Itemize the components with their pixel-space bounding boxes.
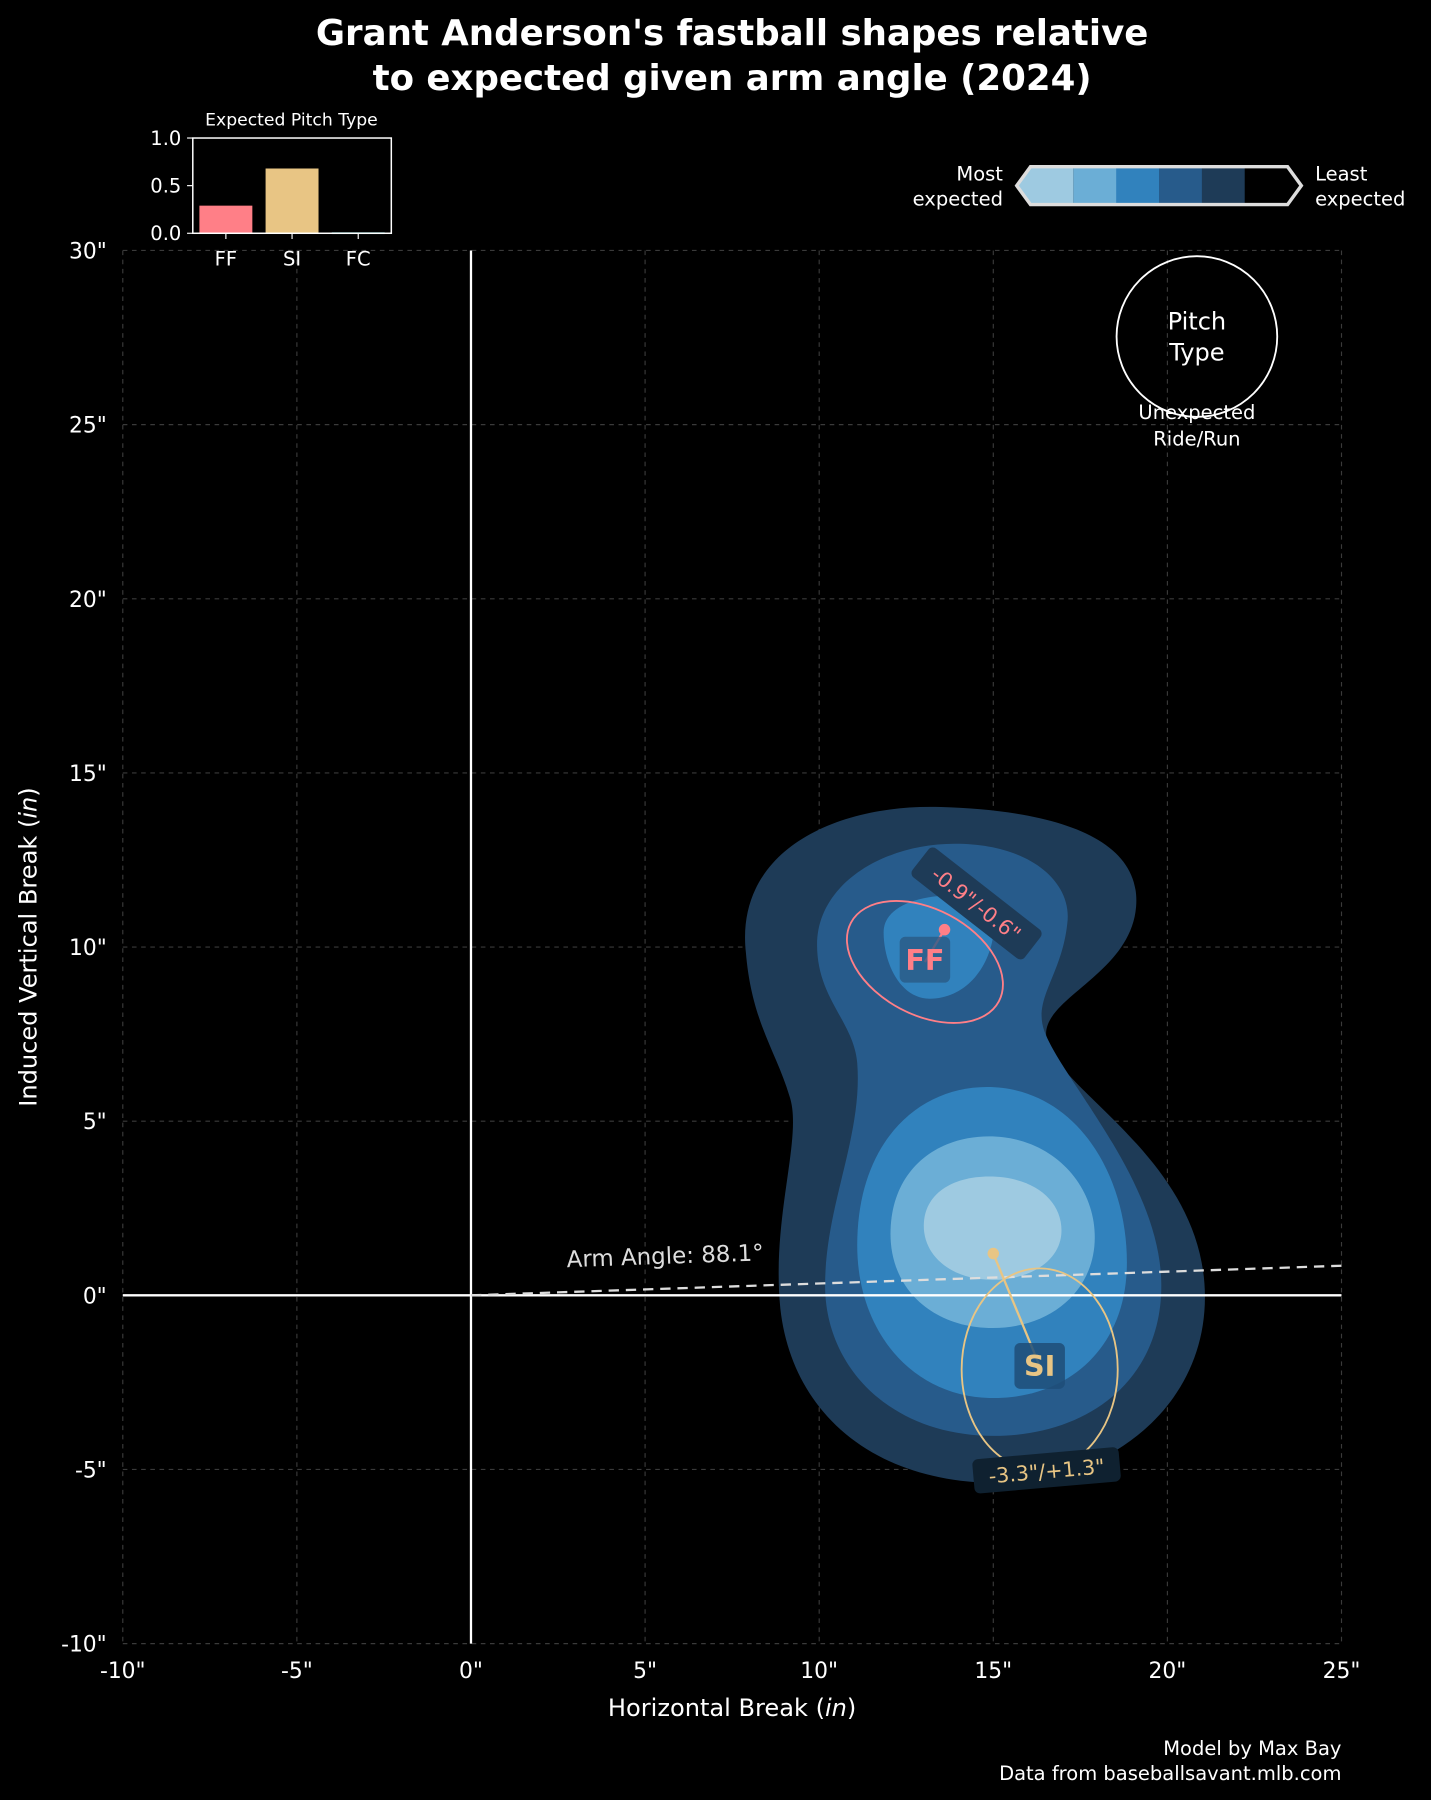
y-tick-labels: -10" -5" 0" 5" 10" 15" 20" 25" 30" <box>61 240 107 1658</box>
y-tick-label: 15" <box>69 762 107 787</box>
si-label-box <box>1014 1342 1065 1389</box>
inset-x-tick-label: FC <box>346 247 371 270</box>
x-tick-label: 25" <box>1323 1659 1361 1684</box>
key-unexpected: Unexpected <box>1138 401 1255 424</box>
y-tick-label: 20" <box>69 588 107 613</box>
ff-expected-ellipse <box>846 900 1004 1024</box>
x-tick-label: 5" <box>633 1659 657 1684</box>
x-tick-label: 15" <box>974 1659 1012 1684</box>
chart-title-line-1: Grant Anderson's fastball shapes relativ… <box>316 13 1149 54</box>
colorbar-most-1: Most <box>956 162 1003 185</box>
ff-label-box <box>899 936 951 983</box>
ff-actual-point <box>938 923 951 936</box>
si-diff-box <box>972 1447 1121 1494</box>
colorbar-least-1: Least <box>1315 162 1368 185</box>
si-actual-point <box>987 1247 1000 1260</box>
x-tick-label: 10" <box>800 1659 838 1684</box>
inset-bar-chart: Expected Pitch Type FF SI FC 0.0 0.5 1.0 <box>150 110 393 270</box>
y-tick-label: -5" <box>75 1459 107 1484</box>
y-axis-label: Induced Vertical Break (in) <box>15 787 43 1106</box>
key-ride-run: Ride/Run <box>1153 428 1240 451</box>
credit-data: Data from baseballsavant.mlb.com <box>999 1762 1341 1785</box>
colorbar-swatch <box>1016 166 1074 205</box>
inset-x-tick-label: FF <box>215 247 237 270</box>
contour-level-5 <box>923 1176 1062 1280</box>
colorbar-least-2: expected <box>1315 188 1405 211</box>
x-tick-labels: -10" -5" 0" 5" 10" 15" 20" 25" <box>100 1659 1360 1684</box>
colorbar-swatch <box>1073 166 1117 205</box>
key-type: Type <box>1168 339 1224 367</box>
key-circle <box>1115 255 1279 418</box>
y-tick-label: 10" <box>69 936 107 961</box>
x-tick-label: 20" <box>1149 1659 1187 1684</box>
inset-bar-ff <box>199 205 253 234</box>
inset-bar-si <box>265 168 319 234</box>
x-axis-label: Horizontal Break (in) <box>608 1694 856 1722</box>
x-tick-label: -10" <box>100 1659 146 1684</box>
colorbar-swatch <box>1201 166 1246 205</box>
y-tick-label: 5" <box>83 1110 107 1135</box>
ff-diff-box <box>911 847 1042 960</box>
ff-label: FF <box>905 943 944 977</box>
inset-y-tick-label: 0.0 <box>150 222 181 245</box>
inset-y-tick-label: 0.5 <box>150 175 181 198</box>
colorbar-legend: Most expected Least expected <box>913 162 1406 210</box>
colorbar-outline <box>1014 164 1304 207</box>
key-pitch: Pitch <box>1168 308 1227 336</box>
si-label: SI <box>1024 1349 1055 1383</box>
credit-model: Model by Max Bay <box>1163 1737 1341 1760</box>
pitch-type-key: Pitch Type Unexpected Ride/Run <box>1115 255 1279 451</box>
y-tick-label: 0" <box>83 1284 107 1309</box>
y-tick-label: 25" <box>69 414 107 439</box>
y-tick-label: -10" <box>61 1633 107 1658</box>
colorbar-swatch <box>1159 166 1203 205</box>
x-tick-label: -5" <box>281 1659 313 1684</box>
y-tick-label: 30" <box>69 240 107 265</box>
chart-title-line-2: to expected given arm angle (2024) <box>373 58 1092 99</box>
arm-angle-label: Arm Angle: 88.1° <box>566 1240 764 1273</box>
inset-x-tick-label: SI <box>283 247 301 270</box>
colorbar-most-2: expected <box>913 188 1003 211</box>
arm-angle-line <box>470 1264 1342 1297</box>
gridlines <box>122 249 1343 1645</box>
colorbar-swatch <box>1244 166 1289 205</box>
inset-title: Expected Pitch Type <box>205 110 378 130</box>
colorbar-swatch <box>1116 166 1160 205</box>
x-tick-label: 0" <box>459 1659 483 1684</box>
inset-y-tick-label: 1.0 <box>150 127 181 150</box>
